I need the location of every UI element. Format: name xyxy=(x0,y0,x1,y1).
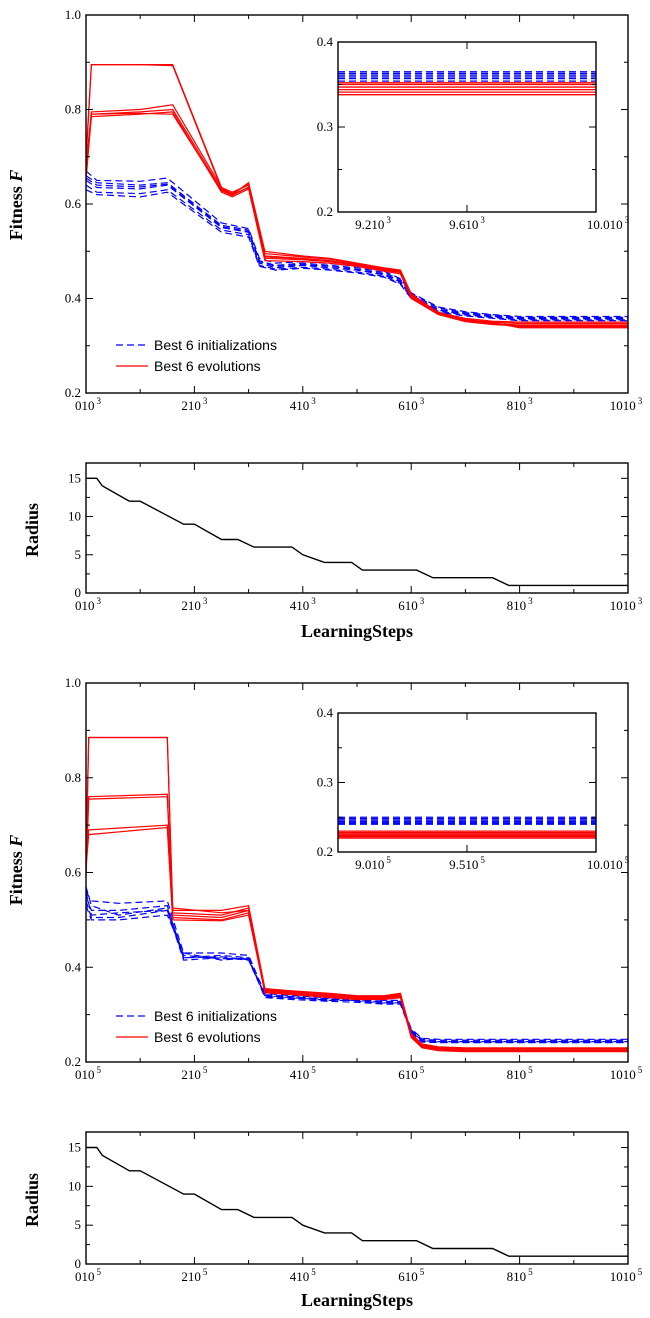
x-tick-label: 810 3 xyxy=(507,396,534,413)
x-tick-label: 810 5 xyxy=(507,1267,534,1284)
radius-line xyxy=(86,1146,628,1257)
y-tick-label: 1.0 xyxy=(65,7,81,22)
x-axis-label: LearningSteps xyxy=(301,1290,413,1310)
legend-entry: Best 6 evolutions xyxy=(154,358,261,374)
series-1-curve-1 xyxy=(85,175,628,318)
y-tick-label: 0.8 xyxy=(65,770,81,785)
x-tick-label: 9.510 5 xyxy=(449,855,485,872)
x-tick-label: 410 5 xyxy=(290,1065,317,1082)
chart-panel-3: 010 3 210 3 410 3 610 3 810 3 1010 3 0 5 10 15 Radius Lea… xyxy=(22,462,643,641)
series-2-curve-1 xyxy=(85,63,628,323)
inset-background xyxy=(338,42,596,212)
y-tick-label: 0.8 xyxy=(65,102,81,117)
x-tick-label: 1010 3 xyxy=(610,596,643,613)
x-tick-label: 810 5 xyxy=(507,1065,534,1082)
y-tick-label: 15 xyxy=(68,1140,81,1155)
y-tick-label: 10 xyxy=(68,1178,81,1193)
x-tick-label: 210 5 xyxy=(181,1267,208,1284)
series-1-curve-5 xyxy=(85,905,628,1044)
x-tick-label: 410 5 xyxy=(290,1267,317,1284)
x-tick-label: 410 3 xyxy=(290,596,317,613)
y-tick-label: 0 xyxy=(75,1256,82,1271)
x-tick-label: 10.010 5 xyxy=(587,855,630,872)
series-1-curve-6 xyxy=(85,177,628,319)
series-2-curve-5 xyxy=(85,826,628,1053)
series-2-curve-6 xyxy=(85,736,628,1049)
y-tick-label: 0.4 xyxy=(317,705,334,720)
x-tick-label: 210 5 xyxy=(181,1065,208,1082)
x-tick-label: 1010 3 xyxy=(610,396,643,413)
chart-panel-2: 9.210 3 9.610 3 10.010 3 0.2 0.3 0.4 xyxy=(317,34,630,232)
y-tick-label: 0.2 xyxy=(317,844,333,859)
x-tick-label: 1010 5 xyxy=(610,1267,643,1284)
x-tick-label: 610 5 xyxy=(398,1267,425,1284)
y-axis-label: Fitness F xyxy=(6,170,26,241)
series-1-curve-5 xyxy=(85,189,628,322)
y-tick-label: 5 xyxy=(75,1217,82,1232)
x-tick-label: 9.610 3 xyxy=(449,215,485,232)
y-tick-label: 0.2 xyxy=(317,204,333,219)
y-tick-label: 10 xyxy=(68,509,81,524)
x-tick-label: 210 3 xyxy=(181,596,208,613)
y-axis-label: Radius xyxy=(22,1173,42,1227)
series-2-curve-6 xyxy=(85,63,628,329)
y-tick-label: 0.2 xyxy=(65,1054,81,1069)
y-axis-label: Fitness F xyxy=(6,835,26,906)
plot-frame xyxy=(85,1131,629,1265)
legend-entry: Best 6 initializations xyxy=(154,1008,277,1024)
y-tick-label: 0.3 xyxy=(317,119,333,134)
y-tick-label: 0 xyxy=(75,585,82,600)
y-tick-label: 1.0 xyxy=(65,675,81,690)
y-tick-label: 0.6 xyxy=(65,196,82,211)
chart-panel-6: 010 5 210 5 410 5 610 5 810 5 1010 5 0 5 10 15 Radius Lea… xyxy=(22,1131,643,1310)
x-tick-label: 810 3 xyxy=(507,596,534,613)
y-tick-label: 0.4 xyxy=(65,959,82,974)
plot-frame xyxy=(85,462,629,594)
series-1-curve-6 xyxy=(85,891,628,1043)
chart-panel-5: 9.010 5 9.510 5 10.010 5 0.2 0.3 0.4 xyxy=(317,705,630,872)
chart-panel-1: 010 3 210 3 410 3 610 3 810 3 1010 3 0.2 0.4 0.6 0.8 1.0… xyxy=(6,7,643,413)
y-tick-label: 5 xyxy=(75,547,82,562)
series-1-curve-2 xyxy=(85,895,628,1041)
chart-panel-4: 010 5 210 5 410 5 610 5 810 5 1010 5 0.2 0.4 0.6 0.8 1.0… xyxy=(6,675,643,1082)
series-2-curve-5 xyxy=(85,112,628,328)
x-tick-label: 10.010 3 xyxy=(587,215,630,232)
legend-entry: Best 6 evolutions xyxy=(154,1029,261,1045)
y-tick-label: 0.4 xyxy=(317,34,334,49)
x-tick-label: 010 5 xyxy=(75,1267,102,1284)
x-axis-label: LearningSteps xyxy=(301,621,413,641)
x-tick-label: 010 3 xyxy=(75,596,102,613)
legend-entry: Best 6 initializations xyxy=(154,337,277,353)
series-2-curve-4 xyxy=(85,111,628,327)
y-axis-label: Radius xyxy=(22,503,42,557)
x-tick-label: 610 3 xyxy=(398,596,425,613)
x-tick-label: 410 3 xyxy=(290,396,317,413)
y-tick-label: 0.4 xyxy=(65,291,82,306)
x-tick-label: 610 3 xyxy=(398,396,425,413)
x-tick-label: 9.010 5 xyxy=(355,855,391,872)
y-tick-label: 0.2 xyxy=(65,385,81,400)
radius-line xyxy=(86,477,628,587)
inset-background xyxy=(338,713,596,852)
y-tick-label: 0.6 xyxy=(65,865,82,880)
x-tick-label: 010 3 xyxy=(75,396,102,413)
y-tick-label: 0.3 xyxy=(317,775,333,790)
x-tick-label: 010 5 xyxy=(75,1065,102,1082)
x-tick-label: 9.210 3 xyxy=(355,215,391,232)
x-tick-label: 210 3 xyxy=(181,396,208,413)
series-1-curve-3 xyxy=(85,184,628,321)
x-tick-label: 1010 5 xyxy=(610,1065,643,1082)
y-tick-label: 15 xyxy=(68,470,81,485)
x-tick-label: 610 5 xyxy=(398,1065,425,1082)
